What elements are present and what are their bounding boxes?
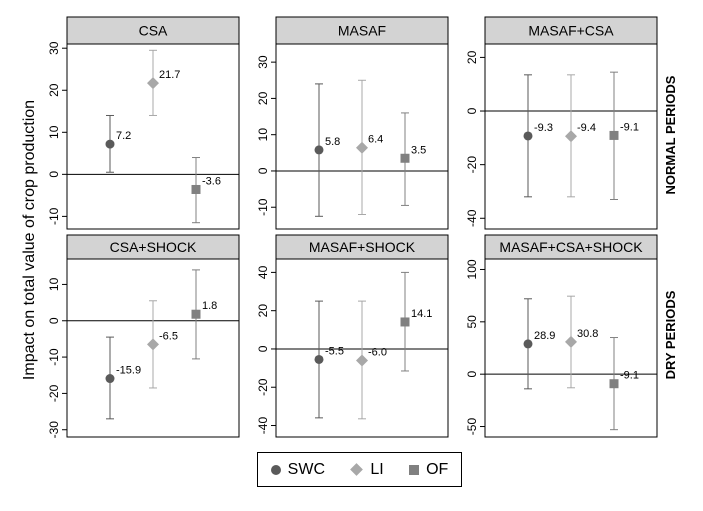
data-label-swc: 7.2 <box>116 130 131 142</box>
square-marker-icon <box>409 464 420 475</box>
legend-label-of: OF <box>426 460 449 478</box>
panel-title: CSA <box>139 23 168 39</box>
y-tick-label: -20 <box>47 384 61 402</box>
point-swc <box>523 339 533 349</box>
data-label-swc: 5.8 <box>325 136 340 148</box>
data-label-swc: -9.3 <box>534 122 553 134</box>
point-swc <box>314 354 324 364</box>
panel-csa-shock: CSA+SHOCK -30 -20 -10 0 10 -15.9 -6.5 1.8 <box>47 234 240 439</box>
point-of <box>191 309 201 319</box>
y-tick-label: -40 <box>465 209 479 227</box>
y-tick-label: 0 <box>47 171 61 178</box>
data-label-of: 1.8 <box>202 300 217 312</box>
point-li <box>565 335 577 348</box>
panels-group: CSA -10 0 10 20 30 7.2 21.7 -3.6 MASAF -10 0 10 20 30 5… <box>47 16 658 439</box>
point-li <box>147 338 159 351</box>
data-label-li: -6.0 <box>368 346 387 358</box>
row-label-dry-periods: DRY PERIODS <box>663 290 678 379</box>
point-li <box>565 130 577 143</box>
data-label-swc: 28.9 <box>534 330 555 342</box>
y-tick-label: 30 <box>256 55 270 69</box>
y-tick-label: -10 <box>256 198 270 216</box>
data-label-swc: -5.5 <box>325 345 344 357</box>
data-label-li: 6.4 <box>368 134 383 146</box>
y-tick-label: -20 <box>465 156 479 174</box>
y-tick-label: 20 <box>256 91 270 105</box>
data-label-li: 21.7 <box>159 69 180 81</box>
panel-masaf-csa-shock: MASAF+CSA+SHOCK -50 0 50 100 28.9 30.8 -9.1 <box>465 234 658 438</box>
y-axis-label: Impact on total value of crop production <box>21 100 38 380</box>
y-tick-label: -30 <box>47 421 61 439</box>
panel-csa: CSA -10 0 10 20 30 7.2 21.7 -3.6 <box>47 16 240 230</box>
panel-title: MASAF+CSA <box>528 23 614 39</box>
legend-item-li: LI <box>350 460 384 479</box>
panel-masaf-csa: MASAF+CSA -40 -20 0 20 -9.3 -9.4 -9.1 <box>465 16 658 230</box>
data-label-li: -6.5 <box>159 330 178 342</box>
point-li <box>356 354 368 367</box>
data-label-of: 14.1 <box>411 308 432 320</box>
y-tick-label: 20 <box>465 50 479 64</box>
y-tick-label: 10 <box>47 125 61 139</box>
point-of <box>400 317 410 327</box>
legend-item-of: OF <box>409 461 448 479</box>
y-tick-label: 20 <box>47 83 61 97</box>
y-tick-label: 0 <box>47 317 61 324</box>
y-tick-label: 0 <box>256 345 270 352</box>
data-label-li: 30.8 <box>577 328 598 340</box>
y-tick-label: 10 <box>256 128 270 142</box>
point-of <box>609 130 619 140</box>
panel-strip <box>275 16 449 45</box>
circle-marker-icon <box>270 464 281 475</box>
data-label-of: 3.5 <box>411 144 426 156</box>
point-of <box>400 153 410 163</box>
data-label-of: -9.1 <box>620 370 639 382</box>
y-tick-label: -40 <box>256 417 270 435</box>
data-label-of: -3.6 <box>202 175 221 187</box>
diamond-marker-icon <box>350 463 364 476</box>
y-tick-label: 0 <box>465 107 479 114</box>
data-label-swc: -15.9 <box>116 365 141 377</box>
data-label-li: -9.4 <box>577 122 596 134</box>
y-tick-label: -10 <box>47 348 61 366</box>
point-li <box>147 77 159 90</box>
panel-strip <box>484 16 658 45</box>
point-of <box>609 379 619 389</box>
y-tick-label: 30 <box>47 41 61 55</box>
row-label-normal-periods: NORMAL PERIODS <box>663 75 678 194</box>
panel-title: CSA+SHOCK <box>110 239 197 255</box>
panel-strip <box>484 234 658 260</box>
y-tick-label: -50 <box>465 418 479 436</box>
y-tick-label: -10 <box>47 207 61 225</box>
point-of <box>191 184 201 194</box>
point-swc <box>105 139 115 149</box>
y-tick-label: 100 <box>465 259 479 279</box>
panel-masaf-shock: MASAF+SHOCK -40 -20 0 20 40 -5.5 -6.0 14.1 <box>256 234 449 438</box>
y-tick-label: 20 <box>256 304 270 318</box>
y-tick-label: 40 <box>256 265 270 279</box>
legend: SWC LI OF <box>257 452 462 487</box>
panel-masaf: MASAF -10 0 10 20 30 5.8 6.4 3.5 <box>256 16 449 230</box>
y-tick-label: 10 <box>47 277 61 291</box>
point-swc <box>523 131 533 141</box>
y-tick-label: 0 <box>465 371 479 378</box>
point-li <box>356 141 368 154</box>
panel-strip <box>66 16 240 45</box>
legend-label-swc: SWC <box>287 460 325 478</box>
y-tick-label: 50 <box>465 315 479 329</box>
legend-label-li: LI <box>370 460 384 478</box>
y-tick-label: 0 <box>256 167 270 174</box>
data-label-of: -9.1 <box>620 121 639 133</box>
panel-title: MASAF+CSA+SHOCK <box>499 239 643 255</box>
legend-item-swc: SWC <box>270 460 325 479</box>
panel-title: MASAF <box>338 23 386 39</box>
point-swc <box>105 374 115 384</box>
y-tick-label: -20 <box>256 378 270 396</box>
panel-title: MASAF+SHOCK <box>309 239 416 255</box>
point-swc <box>314 145 324 155</box>
